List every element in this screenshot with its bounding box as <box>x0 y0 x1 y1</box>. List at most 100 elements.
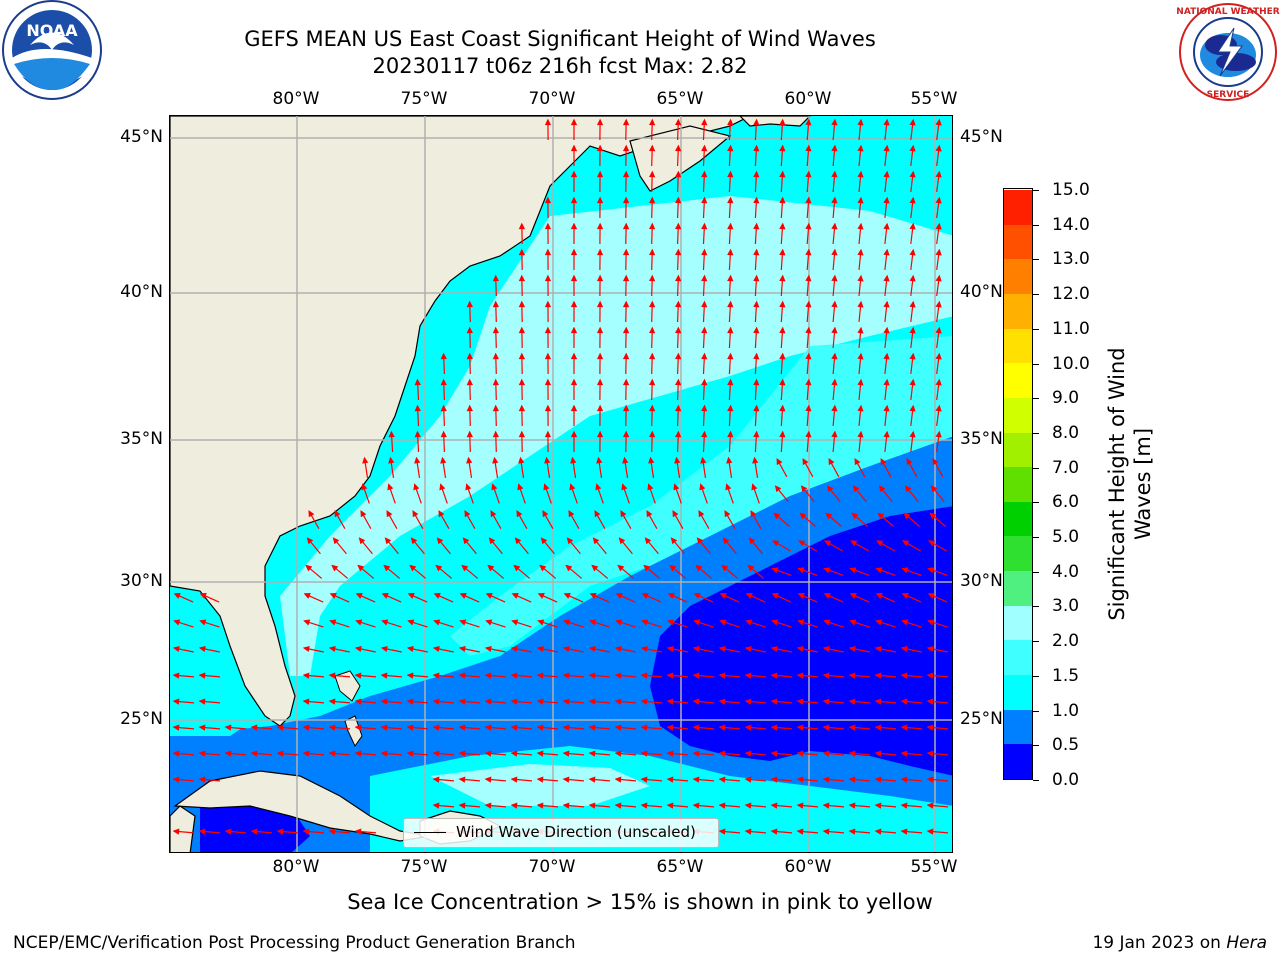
wave-direction-arrowhead <box>701 352 708 360</box>
wave-direction-arrowhead <box>485 593 493 599</box>
wave-direction-arrowhead <box>518 352 526 360</box>
colorbar-tick-label: 3.0 <box>1052 596 1080 617</box>
wave-direction-arrowhead <box>466 326 473 334</box>
wave-direction-arrowhead <box>771 593 779 599</box>
wave-direction-arrowhead <box>805 144 812 152</box>
wave-direction-arrowhead <box>570 300 578 308</box>
wave-direction-arrowhead <box>649 300 656 308</box>
wave-direction-arrowhead <box>848 750 856 757</box>
wave-direction-arrowhead <box>332 537 340 545</box>
wave-direction-arrowhead <box>744 776 752 783</box>
wave-direction-arrowhead <box>649 196 656 204</box>
wave-direction-arrowhead <box>172 672 180 679</box>
wave-zone-gulf-blue <box>170 736 270 806</box>
wave-direction-arrowhead <box>544 248 552 256</box>
wave-direction-arrowhead <box>380 645 388 653</box>
noaa-logo-icon: NOAA <box>2 0 102 100</box>
wave-direction-arrowhead <box>570 352 578 360</box>
wave-direction-arrowhead <box>640 645 648 653</box>
wave-direction-arrowhead <box>727 430 734 438</box>
wave-direction-arrowhead <box>926 698 934 705</box>
wave-direction-arrowhead <box>667 593 675 599</box>
wave-direction-arrowhead <box>857 352 864 360</box>
sea-ice-note: Sea Ice Concentration > 15% is shown in … <box>347 890 933 914</box>
wave-direction-arrowhead <box>927 619 935 626</box>
wave-direction-arrowhead <box>566 537 574 545</box>
wave-direction-arrowhead <box>172 645 180 653</box>
wave-direction-arrowhead <box>883 170 890 178</box>
wave-direction-arrowhead <box>302 828 310 835</box>
wave-direction-arrowhead <box>753 326 760 334</box>
wave-direction-arrowhead <box>570 430 578 438</box>
wave-direction-arrowhead <box>779 170 786 178</box>
wave-direction-arrowhead <box>620 510 627 518</box>
wave-direction-arrowhead <box>770 828 778 835</box>
wave-direction-arrowhead <box>718 828 726 835</box>
wave-direction-arrowhead <box>928 540 936 547</box>
wave-direction-arrowhead <box>675 430 682 438</box>
wave-direction-arrowhead <box>362 456 369 464</box>
wave-direction-arrowhead <box>511 593 519 599</box>
wave-direction-arrowhead <box>932 458 939 466</box>
wave-direction-arrowhead <box>902 540 910 547</box>
wave-direction-arrowhead <box>701 430 708 438</box>
wave-direction-arrowhead <box>354 750 362 757</box>
wave-direction-arrowhead <box>744 672 752 679</box>
wave-direction-arrowhead <box>796 645 804 653</box>
wave-direction-arrowhead <box>883 248 890 256</box>
wave-direction-arrowhead <box>543 483 550 491</box>
wave-direction-arrowhead <box>909 118 916 126</box>
wave-direction-arrowhead <box>588 645 596 653</box>
colorbar-segment <box>1004 397 1032 433</box>
wave-direction-arrowhead <box>857 274 864 282</box>
wave-direction-arrowhead <box>199 619 207 626</box>
wave-direction-arrowhead <box>544 222 552 230</box>
wave-direction-arrowhead <box>750 510 757 518</box>
wave-direction-arrowhead <box>466 378 473 386</box>
wave-direction-arrowhead <box>440 404 447 412</box>
wave-direction-arrowhead <box>614 672 622 679</box>
wave-direction-arrowhead <box>779 196 786 204</box>
wave-direction-arrowhead <box>831 326 838 334</box>
wave-direction-arrowhead <box>935 430 942 438</box>
wave-direction-arrowhead <box>492 352 499 360</box>
wave-direction-arrowhead <box>857 378 864 386</box>
wave-direction-arrowhead <box>488 537 496 545</box>
wave-direction-arrowhead <box>510 672 518 679</box>
wave-zone-gulf <box>170 586 260 756</box>
wave-direction-arrowhead <box>596 144 604 152</box>
wave-direction-arrowhead <box>570 404 578 412</box>
colorbar-segment <box>1004 674 1032 710</box>
wave-direction-arrowhead <box>796 776 804 783</box>
wave-direction-arrowhead <box>536 724 544 731</box>
wave-direction-arrowhead <box>224 750 232 757</box>
lat-label-left: 40°N <box>120 282 163 302</box>
wave-direction-arrowhead <box>361 483 368 491</box>
wave-direction-arrowhead <box>857 222 864 230</box>
wave-direction-arrowhead <box>666 802 674 809</box>
wave-direction-arrowhead <box>935 222 942 230</box>
wave-direction-arrowhead <box>172 698 180 705</box>
wave-direction-arrowhead <box>432 672 440 679</box>
wave-direction-arrowhead <box>926 828 934 835</box>
wave-direction-arrowhead <box>701 144 708 152</box>
colorbar-tick-mark <box>1033 675 1039 677</box>
wave-direction-arrowhead <box>875 567 883 574</box>
wave-direction-arrowhead <box>544 352 552 360</box>
wave-direction-arrowhead <box>753 300 760 308</box>
wave-direction-arrowhead <box>770 802 778 809</box>
wave-direction-arrowhead <box>753 196 760 204</box>
wave-height-map <box>169 115 953 853</box>
colorbar-tick-label: 1.5 <box>1052 665 1080 686</box>
lon-label-top: 65°W <box>656 89 704 109</box>
wave-direction-arrowhead <box>718 698 726 705</box>
wave-direction-arrowhead <box>903 512 911 520</box>
wave-direction-arrowhead <box>753 222 760 230</box>
wave-direction-arrowhead <box>387 483 394 491</box>
wave-direction-arrowhead <box>492 378 499 386</box>
footer-date: 19 Jan 2023 on Hera <box>1092 933 1267 953</box>
wave-direction-arrowhead <box>874 645 882 653</box>
wave-direction-arrowhead <box>857 248 864 256</box>
wave-direction-arrowhead <box>595 483 602 491</box>
wave-direction-arrowhead <box>513 564 521 572</box>
